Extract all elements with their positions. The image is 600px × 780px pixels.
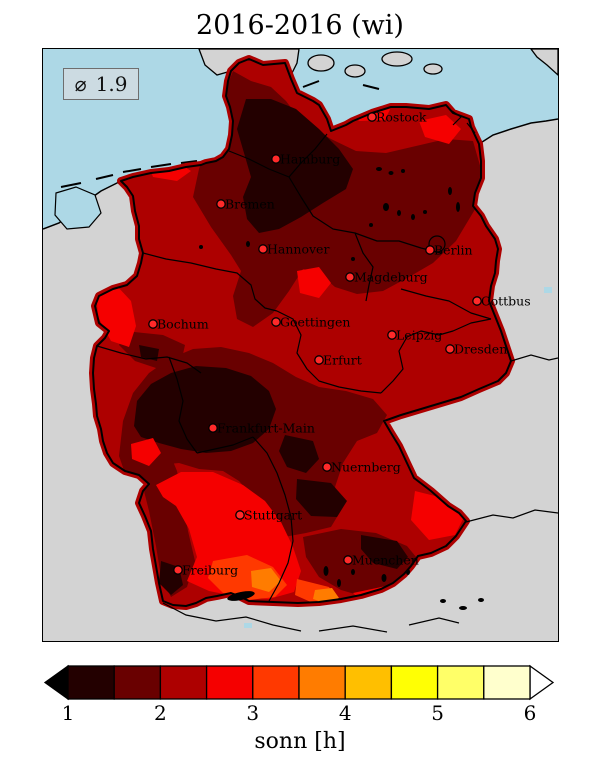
neighbor-borders bbox=[162, 108, 558, 633]
city-label: Hannover bbox=[267, 242, 329, 257]
colorbar-label: sonn [h] bbox=[254, 729, 346, 754]
colorbar-arrow bbox=[529, 664, 555, 701]
map-axes: Rostock Hamburg Bremen Hannover Berlin Magdeb… bbox=[42, 48, 559, 642]
city-label: Bochum bbox=[157, 317, 209, 332]
city-label: Frankfurt-Main bbox=[217, 421, 315, 436]
city-marker bbox=[208, 423, 218, 433]
city-marker bbox=[216, 199, 226, 209]
neighbor-land bbox=[43, 119, 558, 641]
city-label: Erfurt bbox=[323, 353, 362, 368]
city-marker bbox=[445, 344, 455, 354]
frisian-islands bbox=[60, 80, 380, 188]
germany-border bbox=[92, 58, 512, 607]
mean-value: 1.9 bbox=[95, 72, 128, 96]
city-marker bbox=[235, 510, 245, 520]
city-label: Berlin bbox=[434, 243, 473, 258]
colorbar-segment bbox=[252, 665, 300, 700]
colorbar-segment bbox=[113, 665, 162, 700]
city-marker bbox=[343, 555, 353, 565]
ijsselmeer bbox=[54, 186, 102, 230]
city-marker bbox=[258, 244, 268, 254]
city-marker bbox=[173, 565, 183, 575]
city-label: Freiburg bbox=[182, 563, 238, 578]
city-label: Dresden bbox=[454, 342, 507, 357]
city-marker bbox=[425, 245, 435, 255]
colorbar-segment bbox=[205, 665, 254, 700]
lake-patch bbox=[244, 623, 252, 628]
colorbar-tick: 5 bbox=[431, 701, 444, 725]
city-label: Goettingen bbox=[280, 315, 350, 330]
city-label: Rostock bbox=[376, 110, 427, 125]
colorbar-segment bbox=[390, 665, 439, 700]
city-marker bbox=[314, 355, 324, 365]
city-label: Leipzig bbox=[396, 328, 442, 343]
colorbar-arrow bbox=[43, 664, 69, 701]
germany-contour-map: Rostock Hamburg Bremen Hannover Berlin Magdeb… bbox=[43, 49, 558, 641]
city-label: Muenchen bbox=[352, 553, 419, 568]
colorbar-segment bbox=[344, 665, 393, 700]
colorbar-segment bbox=[483, 665, 531, 700]
city-marker bbox=[148, 319, 158, 329]
city-marker bbox=[271, 154, 281, 164]
colorbar-segment bbox=[436, 665, 485, 700]
city-label: Magdeburg bbox=[354, 270, 428, 285]
colorbar-segment bbox=[159, 665, 208, 700]
city-layer: Rostock Hamburg Bremen Hannover Berlin Magdeb… bbox=[148, 110, 531, 578]
colorbar bbox=[43, 664, 555, 701]
colorbar-tick: 3 bbox=[246, 701, 260, 725]
city-label: Cottbus bbox=[481, 294, 531, 309]
lagoon-patch bbox=[544, 287, 552, 293]
city-label: Stuttgart bbox=[244, 508, 302, 523]
denmark-land bbox=[198, 49, 558, 78]
city-label: Nuernberg bbox=[331, 460, 401, 475]
lakes bbox=[199, 167, 484, 610]
mean-value-badge: ⌀ 1.9 bbox=[63, 68, 139, 100]
city-label: Hamburg bbox=[280, 152, 340, 167]
colorbar-segment bbox=[298, 665, 346, 700]
state-borders bbox=[96, 133, 492, 602]
colorbar-tick: 1 bbox=[61, 701, 75, 725]
city-marker bbox=[367, 112, 377, 122]
mean-symbol: ⌀ bbox=[74, 72, 87, 96]
city-marker bbox=[345, 272, 355, 282]
colorbar-tick: 4 bbox=[338, 701, 352, 725]
colorbar-tick: 2 bbox=[154, 701, 167, 725]
city-marker bbox=[322, 462, 332, 472]
colorbar-ticks: 1 2 3 4 5 6 bbox=[40, 701, 560, 725]
colorbar-tick: 6 bbox=[523, 701, 537, 725]
city-marker bbox=[387, 330, 397, 340]
colorbar-segment bbox=[67, 665, 115, 700]
city-marker bbox=[271, 317, 281, 327]
city-marker bbox=[472, 296, 482, 306]
city-label: Bremen bbox=[225, 197, 275, 212]
figure-title: 2016-2016 (wi) bbox=[196, 10, 404, 41]
